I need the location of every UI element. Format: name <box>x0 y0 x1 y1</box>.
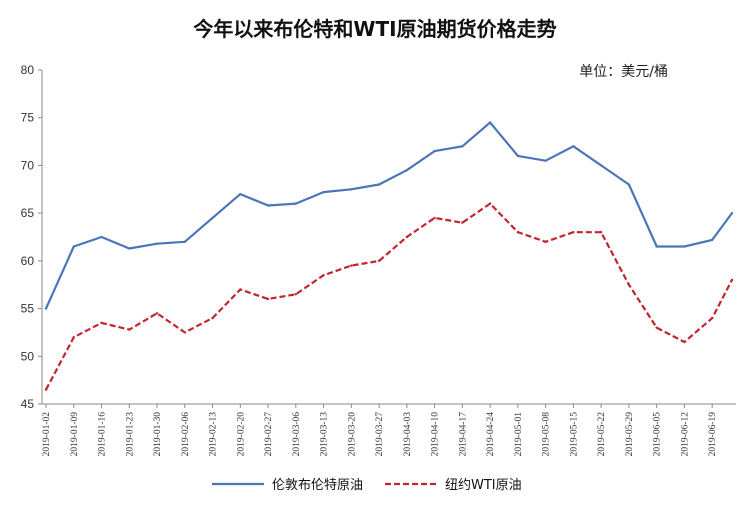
x-tick-label: 2019-03-06 <box>292 412 302 457</box>
data-point-brent <box>322 190 325 194</box>
data-point-brent <box>239 192 242 196</box>
x-axis: 2019-01-02 2019-01-09 2019-01-16 2019-01-23… <box>42 403 736 457</box>
data-point-wti <box>516 231 520 234</box>
x-tick-label: 2019-04-10 <box>431 412 441 457</box>
data-point-brent <box>294 202 298 205</box>
data-point-wti <box>155 312 159 315</box>
data-point-wti <box>211 316 214 320</box>
data-point-brent <box>516 154 520 158</box>
data-point-wti <box>599 231 603 234</box>
x-tick-label: 2019-04-03 <box>403 412 413 457</box>
data-point-wti <box>183 331 186 334</box>
data-point-brent <box>461 145 464 148</box>
x-tick-label: 2019-04-24 <box>486 412 496 457</box>
x-tick-label: 2019-01-16 <box>98 412 108 457</box>
y-tick-label: 75 <box>21 111 35 125</box>
data-point-wti <box>350 264 353 267</box>
data-point-brent <box>155 242 159 245</box>
x-tick-label: 2019-04-17 <box>458 412 468 457</box>
series-line-wti <box>45 202 733 391</box>
data-point-wti <box>44 388 48 391</box>
data-point-brent <box>683 245 686 248</box>
x-tick-label: 2019-05-29 <box>625 412 635 457</box>
data-point-wti <box>294 293 298 296</box>
data-point-brent <box>266 204 270 207</box>
data-point-wti <box>544 240 547 243</box>
data-point-brent <box>544 159 547 162</box>
x-tick-label: 2019-01-23 <box>125 412 135 457</box>
data-point-brent <box>627 183 631 186</box>
data-point-wti <box>433 216 436 220</box>
legend-label-brent: 伦敦布伦特原油 <box>272 477 363 493</box>
data-point-brent <box>128 247 131 250</box>
data-point-wti <box>730 278 734 282</box>
unit-label: 单位：美元/桶 <box>579 64 668 80</box>
x-tick-label: 2019-02-20 <box>236 412 246 457</box>
x-tick-label: 2019-02-13 <box>209 412 219 457</box>
x-tick-label: 2019-05-08 <box>542 412 552 457</box>
data-point-wti <box>627 283 631 286</box>
data-point-wti <box>128 328 131 331</box>
data-point-wti <box>266 297 270 301</box>
data-point-brent <box>44 307 48 310</box>
series-line-brent <box>44 121 733 310</box>
data-point-brent <box>100 235 103 239</box>
y-axis: 45 50 55 60 65 70 75 80 <box>21 63 43 411</box>
x-tick-label: 2019-03-13 <box>320 412 330 457</box>
data-point-wti <box>655 326 658 329</box>
data-point-wti <box>72 336 75 339</box>
x-tick-label: 2019-05-01 <box>514 412 524 457</box>
data-point-wti <box>377 259 381 263</box>
data-point-brent <box>572 145 575 148</box>
data-point-brent <box>710 238 714 242</box>
data-point-wti <box>239 288 242 291</box>
x-tick-label: 2019-05-15 <box>569 412 579 457</box>
x-tick-label: 2019-01-09 <box>70 412 80 457</box>
data-point-brent <box>730 211 734 215</box>
x-tick-label: 2019-06-05 <box>653 412 663 457</box>
data-point-brent <box>350 188 353 191</box>
data-point-wti <box>683 340 686 344</box>
y-tick-label: 80 <box>21 63 35 77</box>
data-point-brent <box>72 245 75 248</box>
y-tick-label: 60 <box>21 254 35 268</box>
data-point-wti <box>405 235 409 239</box>
data-point-brent <box>405 169 409 172</box>
data-point-wti <box>710 316 714 320</box>
data-point-brent <box>211 216 214 220</box>
x-tick-label: 2019-03-27 <box>375 412 385 457</box>
plot-series <box>44 121 734 391</box>
x-tick-label: 2019-01-02 <box>42 412 52 457</box>
x-tick-label: 2019-02-06 <box>181 412 191 457</box>
legend: 伦敦布伦特原油 纽约WTI原油 <box>212 477 522 493</box>
data-point-wti <box>322 273 325 277</box>
data-point-wti <box>461 221 464 224</box>
x-tick-label: 2019-06-12 <box>680 412 690 457</box>
data-point-wti <box>488 202 492 205</box>
x-tick-label: 2019-06-19 <box>708 412 718 457</box>
legend-label-wti: 纽约WTI原油 <box>445 478 522 493</box>
data-point-brent <box>183 240 186 243</box>
data-point-brent <box>488 121 492 124</box>
data-point-brent <box>377 183 381 186</box>
data-point-brent <box>433 149 436 153</box>
y-tick-label: 70 <box>21 158 35 172</box>
x-tick-label: 2019-02-27 <box>264 412 274 457</box>
x-tick-label: 2019-05-22 <box>597 412 607 457</box>
y-tick-label: 45 <box>21 397 35 411</box>
data-point-brent <box>599 164 603 167</box>
data-point-brent <box>655 245 658 248</box>
y-tick-label: 65 <box>21 206 35 220</box>
data-point-wti <box>572 231 575 234</box>
x-tick-label: 2019-03-20 <box>347 412 357 457</box>
data-point-wti <box>100 321 103 325</box>
y-tick-label: 55 <box>21 302 35 316</box>
chart-title: 今年以来布伦特和WTI原油期货价格走势 <box>193 17 556 41</box>
x-tick-label: 2019-01-30 <box>153 412 163 457</box>
y-tick-label: 50 <box>21 349 35 363</box>
